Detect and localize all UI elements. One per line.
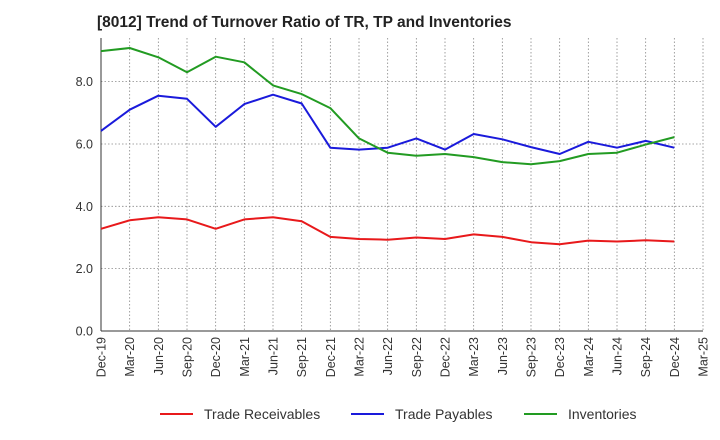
y-tick-label: 2.0 [76, 262, 93, 276]
x-tick-label: Dec-20 [209, 337, 223, 377]
y-tick-label: 4.0 [76, 200, 93, 214]
x-tick-label: Mar-22 [353, 337, 367, 377]
x-tick-label: Mar-25 [697, 337, 711, 377]
x-tick-label: Mar-20 [123, 337, 137, 377]
legend-label-inventories: Inventories [568, 406, 636, 422]
legend: Trade Receivables Trade Payables Inventori… [160, 406, 636, 422]
legend-label-trade-payables: Trade Payables [395, 406, 493, 422]
x-tick-label: Sep-22 [410, 337, 424, 377]
y-tick-label: 8.0 [76, 75, 93, 89]
x-tick-label: Jun-23 [496, 337, 510, 375]
y-tick-label: 0.0 [76, 325, 93, 339]
x-tick-labels: Dec-19 Mar-20 Jun-20 Sep-20 Dec-20 Mar-21 Jun-… [95, 337, 711, 377]
x-tick-label: Mar-24 [582, 337, 596, 377]
x-tick-label: Sep-20 [181, 337, 195, 377]
series-lines [100, 47, 675, 246]
x-tick-label: Sep-21 [295, 337, 309, 377]
x-tick-label: Mar-23 [467, 337, 481, 377]
gridlines [101, 38, 704, 331]
x-tick-label: Mar-21 [238, 337, 252, 377]
series-line-trade-payables [100, 93, 675, 155]
x-tick-label: Jun-20 [152, 337, 166, 375]
x-tick-label: Dec-24 [668, 337, 682, 377]
y-tick-label: 6.0 [76, 137, 93, 151]
series-line-inventories [100, 47, 675, 166]
x-tick-label: Jun-24 [611, 337, 625, 375]
x-tick-label: Dec-23 [553, 337, 567, 377]
y-tick-labels: 0.0 2.0 4.0 6.0 8.0 [76, 75, 93, 338]
axes [100, 38, 703, 332]
x-tick-label: Jun-22 [381, 337, 395, 375]
x-tick-label: Dec-19 [95, 337, 109, 377]
x-tick-label: Sep-24 [639, 337, 653, 377]
x-tick-label: Dec-22 [439, 337, 453, 377]
legend-label-trade-receivables: Trade Receivables [204, 406, 320, 422]
series-line-trade-receivables [100, 216, 675, 246]
x-tick-label: Dec-21 [324, 337, 338, 377]
x-tick-label: Sep-23 [525, 337, 539, 377]
x-tick-label: Jun-21 [267, 337, 281, 375]
chart-title: [8012] Trend of Turnover Ratio of TR, TP… [97, 14, 512, 31]
